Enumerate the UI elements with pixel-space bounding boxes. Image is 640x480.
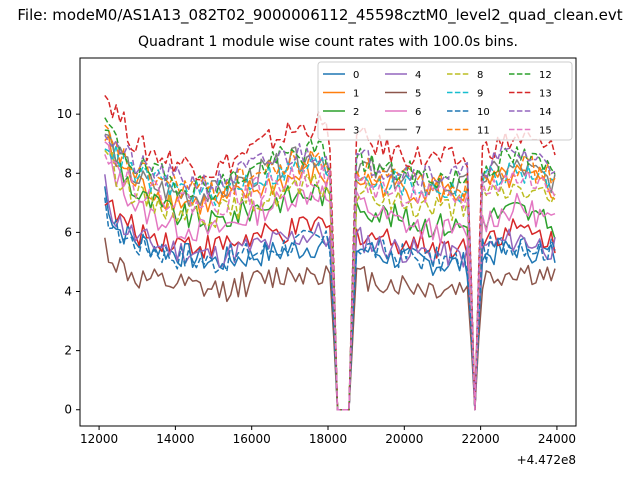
series-line-15 bbox=[104, 154, 556, 411]
series-line-5 bbox=[104, 237, 556, 411]
legend-label-7: 7 bbox=[415, 126, 421, 137]
y-tick-label: 4 bbox=[64, 285, 72, 299]
legend-label-9: 9 bbox=[477, 89, 483, 100]
series-line-13 bbox=[104, 94, 556, 411]
figure-suptitle: File: modeM0/AS1A13_082T02_9000006112_45… bbox=[17, 6, 623, 24]
x-tick-label: 14000 bbox=[156, 432, 194, 446]
legend-label-4: 4 bbox=[415, 70, 421, 81]
legend-label-10: 10 bbox=[477, 107, 490, 118]
y-tick-label: 6 bbox=[64, 225, 72, 239]
legend-label-1: 1 bbox=[353, 89, 359, 100]
x-tick-label: 12000 bbox=[80, 432, 118, 446]
legend-label-11: 11 bbox=[477, 126, 490, 137]
x-tick-label: 18000 bbox=[309, 432, 347, 446]
x-tick-label: 24000 bbox=[538, 432, 576, 446]
legend-box bbox=[317, 61, 573, 141]
chart-title: Quadrant 1 module wise count rates with … bbox=[138, 34, 518, 50]
x-offset-label: +4.472e8 bbox=[517, 453, 576, 467]
series-line-10 bbox=[104, 197, 556, 411]
y-tick-label: 2 bbox=[64, 344, 72, 358]
legend-label-13: 13 bbox=[539, 89, 552, 100]
y-tick-label: 8 bbox=[64, 166, 72, 180]
y-tick-label: 0 bbox=[64, 403, 72, 417]
legend-label-12: 12 bbox=[539, 70, 552, 81]
x-tick-label: 20000 bbox=[385, 432, 423, 446]
legend-label-2: 2 bbox=[353, 107, 359, 118]
legend-label-5: 5 bbox=[415, 89, 421, 100]
x-tick-label: 16000 bbox=[233, 432, 271, 446]
series-line-3 bbox=[104, 199, 556, 411]
legend-label-14: 14 bbox=[539, 107, 552, 118]
x-tick-label: 22000 bbox=[462, 432, 500, 446]
legend-label-15: 15 bbox=[539, 126, 552, 137]
legend-label-6: 6 bbox=[415, 107, 421, 118]
legend-label-3: 3 bbox=[353, 126, 359, 137]
legend-label-8: 8 bbox=[477, 70, 483, 81]
legend-label-0: 0 bbox=[353, 70, 359, 81]
y-tick-label: 10 bbox=[57, 107, 72, 121]
